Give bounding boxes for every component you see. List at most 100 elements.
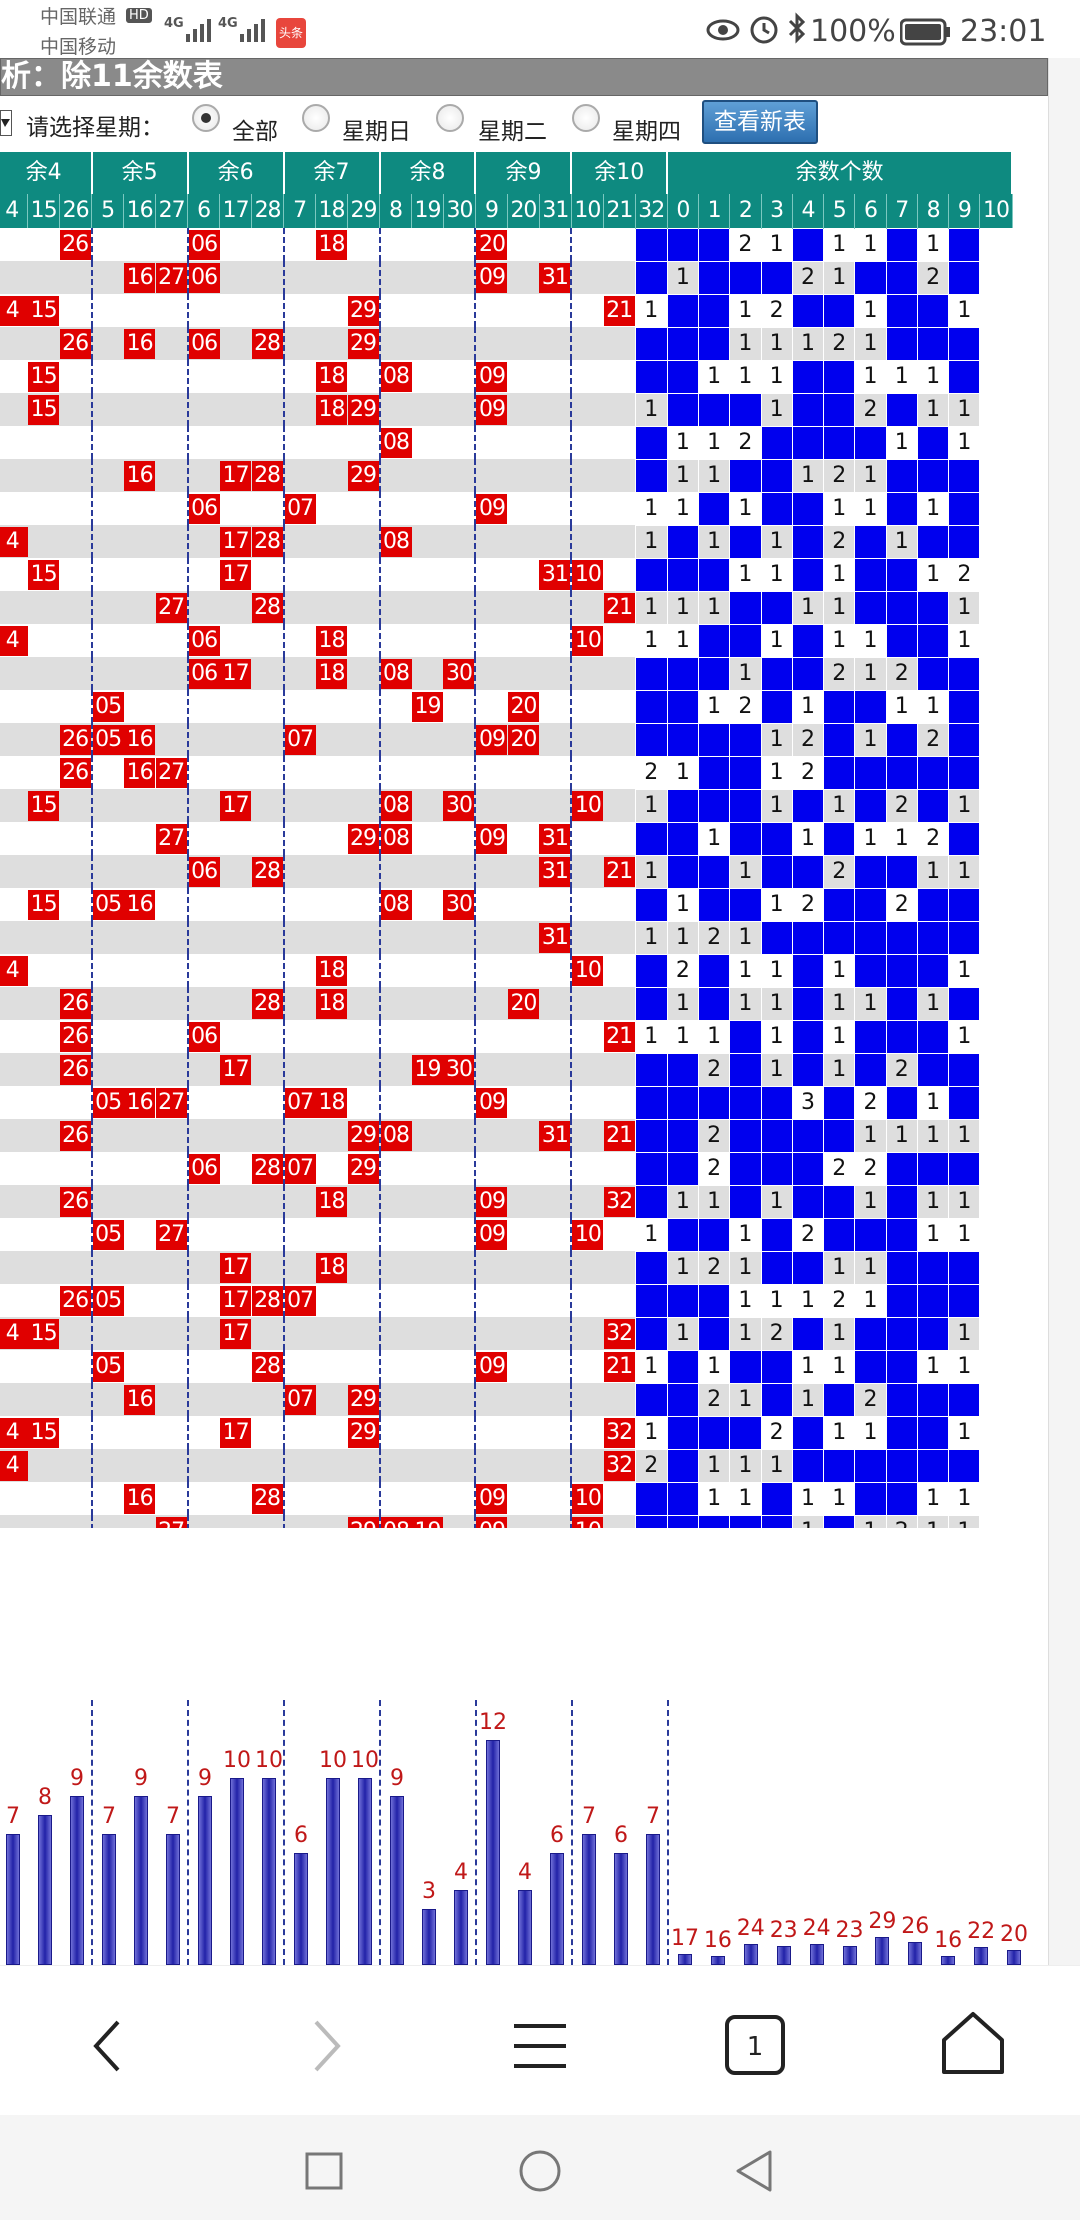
hit-cell: [251, 1185, 285, 1218]
hit-cell: [27, 1185, 60, 1218]
hit-cell: [411, 525, 444, 558]
group-header: 余10: [571, 152, 669, 194]
hit-cell: [603, 1251, 636, 1284]
count-cell: 2: [823, 656, 856, 691]
hit-cell: [0, 327, 28, 360]
group-separator: [667, 1700, 669, 1965]
radio-thursday[interactable]: [572, 104, 600, 132]
hit-number: 21: [603, 592, 635, 623]
hit-cell: [283, 261, 316, 294]
count-cell: 1: [823, 590, 856, 625]
count-cell: 1: [729, 359, 762, 394]
hit-cell: [283, 591, 316, 624]
hit-cell: 17: [219, 558, 252, 591]
system-home-icon[interactable]: [518, 2149, 562, 2197]
count-cell: [948, 524, 981, 559]
hit-cell: 08: [379, 657, 412, 690]
table-row: 26 16 27 2 1 1 2: [0, 755, 1012, 790]
tabs-icon[interactable]: 1: [724, 2014, 786, 2080]
hit-cell: [59, 1152, 93, 1185]
hit-cell: 17: [219, 1053, 252, 1086]
hit-cell: [347, 1086, 381, 1119]
hit-cell: [123, 1185, 156, 1218]
hit-cell: [219, 723, 252, 756]
hit-cell: [315, 1119, 348, 1152]
radio-sunday[interactable]: [302, 104, 330, 132]
hit-number: 15: [28, 295, 60, 326]
count-cell: 1: [791, 1349, 825, 1384]
count-cell: 1: [854, 1283, 887, 1318]
group-separator: [571, 1700, 573, 1965]
hit-cell: [571, 756, 604, 789]
bar: [1007, 1950, 1021, 1965]
view-new-table-button[interactable]: 查看新表: [702, 100, 818, 144]
count-cell: [948, 1250, 981, 1285]
count-cell: [885, 1217, 918, 1252]
hit-cell: [27, 987, 60, 1020]
hit-cell: [0, 657, 28, 690]
count-cell: [697, 788, 731, 823]
count-cell: 1: [948, 1118, 981, 1153]
table-row: 4 06 18 10 1 1 1 1 1 1: [0, 623, 1012, 658]
hit-cell: [91, 1020, 124, 1053]
hit-number: 31: [539, 823, 571, 854]
hit-cell: [603, 921, 636, 954]
count-cell: [885, 986, 918, 1021]
hit-cell: [219, 1449, 252, 1482]
hit-cell: [475, 1449, 508, 1482]
count-cell: [948, 1283, 981, 1318]
bar: [743, 1944, 758, 1965]
hit-number: 31: [539, 1120, 571, 1151]
hit-cell: [315, 1152, 348, 1185]
count-cell: [666, 1151, 699, 1186]
hit-cell: [347, 591, 381, 624]
hit-cell: [475, 525, 508, 558]
hit-cell: [283, 987, 316, 1020]
carrier-1: 中国联通: [40, 6, 117, 28]
recents-icon[interactable]: [304, 2151, 344, 2195]
hit-cell: [443, 228, 477, 261]
menu-icon[interactable]: [510, 2016, 570, 2080]
home-icon[interactable]: [940, 2010, 1006, 2080]
frequency-chart: 7 8 9 7 9 7 9 10 10 6 10 10 9 3 4 12 4 6 7 6 7 17 16 24 23 24 23 29…: [0, 1700, 1048, 1965]
hit-cell: [347, 1185, 381, 1218]
hit-number: 28: [251, 856, 283, 887]
radio-tuesday[interactable]: [436, 104, 464, 132]
hit-cell: [603, 822, 636, 855]
hit-cell: 15: [27, 1416, 60, 1449]
hit-cell: [219, 1482, 252, 1515]
hit-cell: [603, 1053, 636, 1086]
page-scrollbar[interactable]: [1048, 58, 1080, 1965]
dropdown-arrow-icon[interactable]: [0, 110, 12, 136]
hit-cell: [539, 228, 573, 261]
hit-cell: [155, 1020, 189, 1053]
count-cell: 1: [729, 986, 762, 1021]
count-cell: 1: [854, 227, 887, 262]
count-cell: [885, 557, 918, 592]
count-cell: [885, 326, 918, 361]
count-cell: [791, 1316, 825, 1351]
hit-cell: 06: [187, 1152, 220, 1185]
count-cell: 1: [666, 491, 699, 526]
count-cell: [634, 326, 668, 361]
system-back-icon[interactable]: [734, 2149, 774, 2197]
back-icon[interactable]: [88, 2016, 128, 2080]
radio-all[interactable]: [192, 104, 220, 132]
count-cell: [634, 656, 668, 691]
count-cell: [760, 1481, 793, 1516]
count-cell: [791, 1448, 825, 1483]
hit-cell: [187, 1350, 220, 1383]
hit-cell: [219, 261, 252, 294]
hit-cell: [507, 789, 540, 822]
forward-icon[interactable]: [306, 2016, 346, 2080]
hit-cell: 30: [443, 657, 477, 690]
count-cell: [729, 755, 762, 790]
hit-cell: [59, 1218, 93, 1251]
hit-cell: [0, 426, 28, 459]
radio-sunday-label: 星期日: [342, 119, 411, 145]
hit-cell: [475, 1053, 508, 1086]
hit-cell: 16: [123, 1086, 156, 1119]
hit-cell: 28: [251, 525, 285, 558]
count-cell: [885, 458, 918, 493]
hit-cell: [219, 1185, 252, 1218]
